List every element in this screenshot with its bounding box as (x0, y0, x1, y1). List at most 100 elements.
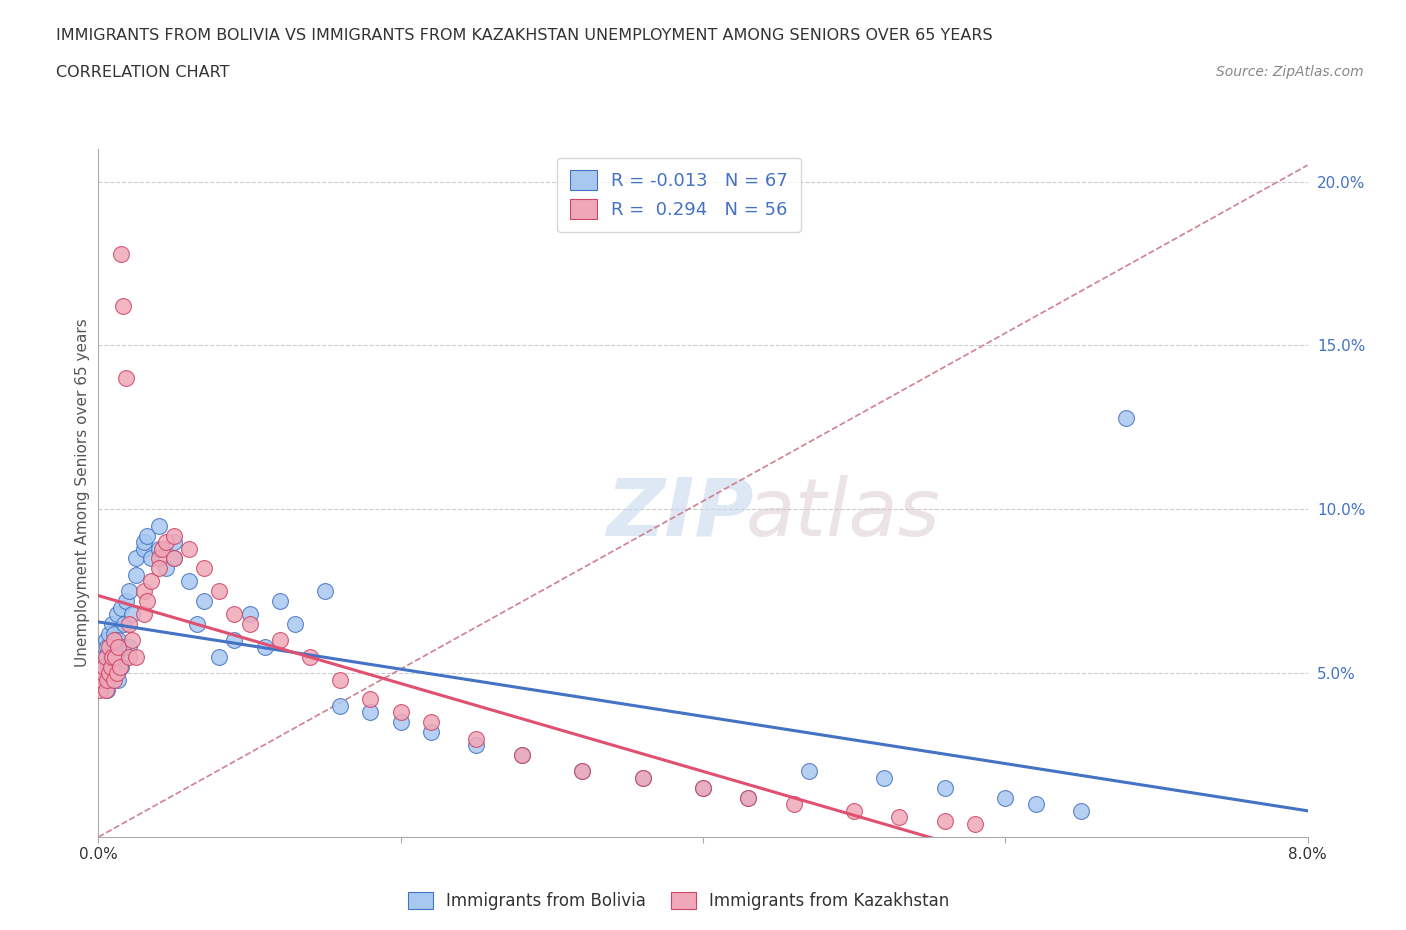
Point (96, 672, 118, 687)
Point (934, 780, 956, 795)
Point (94, 633, 117, 648)
Point (737, 790, 759, 805)
Point (101, 617, 124, 631)
Point (94, 649, 117, 664)
Point (141, 551, 163, 565)
Point (631, 771, 654, 786)
Point (114, 371, 136, 386)
Point (571, 764, 593, 779)
Point (148, 561, 170, 576)
Point (118, 649, 141, 664)
Point (91, 672, 114, 687)
Point (103, 627, 125, 642)
Point (111, 299, 134, 313)
Point (163, 528, 186, 543)
Point (253, 640, 276, 655)
Point (107, 672, 129, 687)
Point (98, 666, 121, 681)
Point (631, 771, 654, 786)
Point (269, 633, 291, 648)
Point (420, 724, 443, 739)
Point (104, 649, 127, 664)
Point (148, 551, 170, 565)
Point (125, 649, 148, 664)
Point (208, 584, 231, 599)
Point (193, 561, 215, 576)
Point (89, 682, 111, 697)
Point (96, 640, 118, 655)
Point (125, 551, 148, 565)
Point (510, 748, 533, 763)
Point (571, 764, 593, 779)
Point (100, 649, 122, 664)
Legend: Immigrants from Bolivia, Immigrants from Kazakhstan: Immigrants from Bolivia, Immigrants from… (399, 884, 957, 918)
Point (193, 593, 215, 608)
Point (420, 715, 443, 730)
Point (510, 748, 533, 763)
Point (269, 593, 291, 608)
Point (121, 606, 143, 621)
Point (994, 790, 1017, 805)
Point (114, 593, 136, 608)
Point (239, 617, 262, 631)
Point (179, 541, 201, 556)
Point (118, 617, 141, 631)
Point (111, 640, 134, 655)
Y-axis label: Unemployment Among Seniors over 65 years: Unemployment Among Seniors over 65 years (75, 319, 90, 668)
Point (132, 584, 155, 599)
Point (90, 659, 112, 674)
Point (284, 617, 307, 631)
Point (148, 518, 170, 533)
Point (105, 606, 128, 621)
Point (148, 541, 170, 556)
Point (1115, 410, 1137, 425)
Point (108, 649, 131, 664)
Point (465, 731, 488, 746)
Point (105, 666, 128, 681)
Point (94, 682, 117, 697)
Point (360, 705, 382, 720)
Text: Source: ZipAtlas.com: Source: ZipAtlas.com (1216, 65, 1364, 79)
Point (107, 633, 129, 648)
Point (692, 780, 714, 795)
Point (93, 649, 115, 664)
Point (91, 666, 114, 681)
Point (108, 659, 131, 674)
Point (208, 649, 231, 664)
Point (135, 593, 157, 608)
Point (101, 649, 124, 664)
Point (104, 649, 127, 664)
Point (132, 606, 155, 621)
Point (186, 617, 208, 631)
Point (1070, 804, 1092, 818)
Point (965, 817, 987, 831)
Point (150, 541, 173, 556)
Point (103, 633, 125, 648)
Point (98, 640, 121, 655)
Point (163, 551, 186, 565)
Point (90, 672, 112, 687)
Point (100, 672, 122, 687)
Point (105, 659, 128, 674)
Text: CORRELATION CHART: CORRELATION CHART (56, 65, 229, 80)
Point (783, 797, 806, 812)
Point (118, 640, 141, 655)
Point (100, 659, 122, 674)
Point (98, 627, 121, 642)
Point (224, 606, 246, 621)
Point (155, 561, 177, 576)
Point (1025, 797, 1047, 812)
Point (163, 535, 186, 550)
Point (179, 574, 201, 589)
Point (889, 810, 911, 825)
Point (360, 692, 382, 707)
Point (135, 528, 157, 543)
Point (110, 600, 132, 615)
Point (329, 672, 352, 687)
Point (844, 804, 866, 818)
Point (873, 771, 896, 786)
Point (224, 633, 246, 648)
Point (934, 813, 956, 828)
Point (94, 666, 117, 681)
Point (103, 640, 125, 655)
